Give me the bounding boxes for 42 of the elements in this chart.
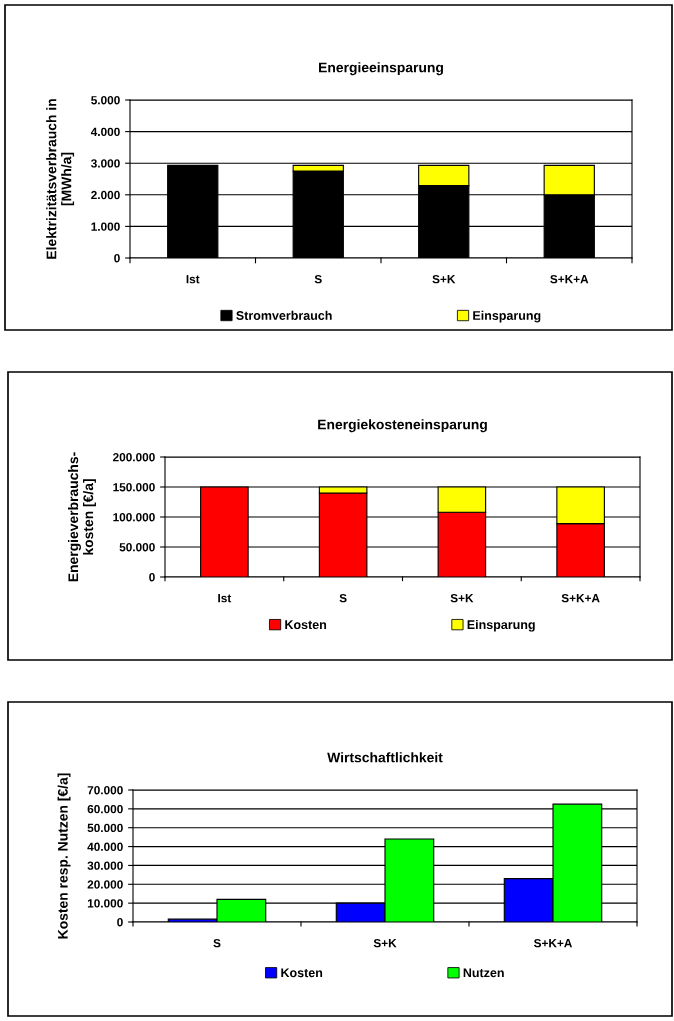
chart-title: Energiekosteneinsparung (318, 419, 487, 433)
y-tick-label: 1.000 (91, 222, 120, 231)
y-tick-label: 5.000 (91, 96, 120, 105)
x-tick-label: Ist (218, 594, 232, 603)
y-tick-label: 0 (117, 918, 123, 927)
x-tick-label: S (213, 938, 221, 948)
x-tick-label: S (339, 593, 347, 603)
y-tick-label: 10.000 (87, 899, 123, 908)
x-tick-label: S+K (432, 274, 456, 284)
y-axis-title: Energieverbrauchs- kosten [€/a] (67, 452, 96, 582)
chart-title: Wirtschaftlichkeit (327, 752, 443, 763)
y-tick-label: 40.000 (87, 842, 123, 851)
x-tick-label: S+K+A (550, 274, 589, 284)
x-tick-label: S (314, 274, 322, 284)
y-tick-label: 50.000 (119, 543, 155, 552)
y-tick-label: 3.000 (91, 159, 120, 168)
legend-label: Kosten (285, 620, 327, 630)
x-tick-label: Ist (186, 275, 200, 284)
x-tick-label: S+K+A (533, 938, 573, 948)
y-tick-label: 150.000 (113, 483, 155, 492)
y-tick-label: 2.000 (91, 190, 120, 200)
legend-label: Stromverbrauch (236, 310, 332, 320)
legend-label: Einsparung (473, 310, 541, 323)
y-tick-label: 0 (149, 573, 155, 582)
legend-label: Nutzen (463, 968, 504, 978)
y-tick-label: 60.000 (87, 804, 123, 814)
y-axis-title: Kosten resp. Nutzen [€/a] (57, 773, 71, 939)
y-tick-label: 100.000 (113, 513, 155, 522)
y-tick-label: 50.000 (87, 823, 123, 833)
y-tick-label: 4.000 (90, 127, 120, 136)
x-tick-label: S+K+A (561, 593, 600, 603)
legend-label: Einsparung (467, 619, 535, 632)
chart-title: Energieeinsparung (319, 62, 443, 76)
y-tick-label: 70.000 (87, 786, 123, 795)
legend-label: Kosten (281, 968, 323, 978)
y-tick-label: 30.000 (87, 861, 123, 870)
x-tick-label: S+K (373, 938, 397, 948)
x-tick-label: S+K (450, 593, 474, 603)
y-tick-label: 0 (114, 254, 120, 263)
y-tick-label: 200.000 (113, 453, 155, 462)
y-tick-label: 20.000 (87, 880, 123, 889)
y-axis-title: Elektrizitätsverbrauch in [MWh/a] (46, 99, 75, 259)
